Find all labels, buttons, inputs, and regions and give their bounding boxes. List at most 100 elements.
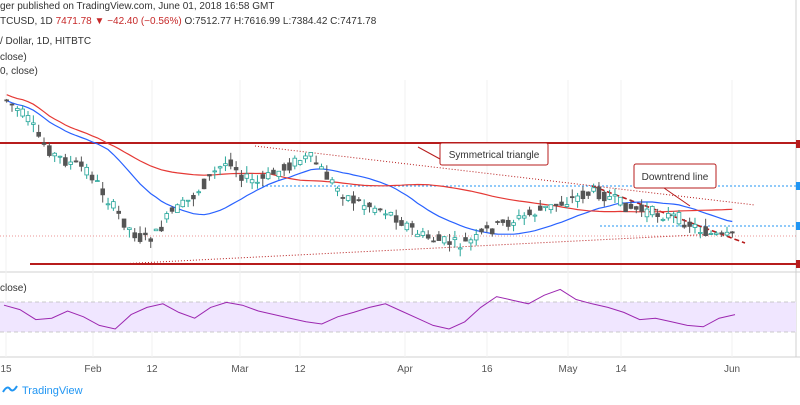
candle-body [249,179,255,184]
rsi-legend: close) [0,283,27,294]
candle-body [548,204,554,210]
candle-body [223,163,228,167]
candle-body [569,196,575,199]
x-tick-label: 15 [0,364,12,375]
candle-body [628,203,634,209]
x-tick-label: Feb [84,364,102,375]
candle-body [623,202,628,213]
publish-info: ger published on TradingView.com, June 0… [0,1,274,12]
candle-body [201,178,207,190]
candle-body [143,232,148,236]
callouts: Symmetrical triangle Downtrend line [439,142,717,189]
candle-body [84,166,89,176]
publish-line: ger published on TradingView.com, June 0… [0,1,275,12]
price-change: ▼ −42.40 (−0.56%) [94,16,182,27]
candle-body [602,191,607,202]
candle-body [618,196,623,206]
candle-body [255,181,260,184]
candle-body [660,218,666,221]
candle-body [585,191,591,196]
candle-body [468,239,474,244]
candle-body [15,107,20,111]
candle-body [41,142,47,145]
candle-body [377,208,383,211]
candle-body [580,190,586,200]
candle-body [265,172,271,180]
candle-body [457,247,463,250]
candle-body [564,204,570,207]
candle-body [356,199,362,202]
candles [4,98,735,257]
candle-body [420,231,426,236]
symbol-line: TCUSD, 1D [0,16,53,27]
candle-body [169,207,175,212]
candle-body [287,162,292,171]
candle-body [719,232,724,235]
candle-body [559,201,564,206]
candle-body [63,157,68,166]
candle-body [239,174,244,181]
candle-body [297,160,303,165]
candle-body [532,214,538,217]
x-tick-label: 12 [146,364,158,375]
x-tick-label: 14 [615,364,627,375]
candle-body [116,210,121,214]
candle-body [217,166,223,169]
candle-body [543,205,548,209]
candle-body [324,171,330,180]
candle-body [335,187,340,192]
candle-body [714,232,719,235]
x-tick-label: 16 [481,364,493,375]
last-price: 7471.78 [55,16,92,27]
candle-body [425,234,431,239]
candle-body [415,233,420,238]
candle-body [180,199,186,208]
candle-body [500,219,506,223]
x-tick-label: May [559,364,578,375]
candle-body [447,241,452,245]
candle-body [505,219,511,227]
candle-body [68,161,73,165]
candle-body [698,232,703,234]
candle-body [31,122,36,125]
rsi-band [0,302,796,332]
candle-body [132,232,137,239]
candle-body [4,99,9,102]
candle-body [521,215,527,219]
candle-body [511,222,516,226]
candle-body [666,212,671,219]
candle-body [596,186,602,200]
candle-body [634,206,639,210]
candle-body [495,221,500,223]
candle-body [361,205,367,210]
candle-body [100,188,105,196]
sma20-line [6,100,733,235]
candle-body [441,236,447,244]
candle-body [687,221,692,227]
candle-body [724,231,730,236]
candle-body [79,161,84,167]
candle-body [175,204,180,214]
instrument-legend: / Dollar, 1D, HITBTC [0,36,92,47]
ma2-legend: 0, close) [0,66,38,77]
candle-body [212,170,218,173]
candle-body [463,237,468,242]
candle-body [281,164,287,171]
candle-body [708,233,714,235]
downtrend-callout-pointer [663,187,691,207]
candle-body [276,170,282,177]
candle-body [612,194,618,197]
x-tick-label: Mar [231,364,249,375]
candle-body [730,231,735,234]
candle-body [431,240,436,243]
candle-body [313,162,319,165]
candle-body [655,213,660,217]
candle-body [607,196,612,200]
candle-body [148,238,154,242]
candle-body [244,173,250,179]
tradingview-branding: TradingView [2,383,83,398]
candle-body [228,159,234,167]
candle-body [95,180,100,182]
moving-averages [6,94,733,235]
